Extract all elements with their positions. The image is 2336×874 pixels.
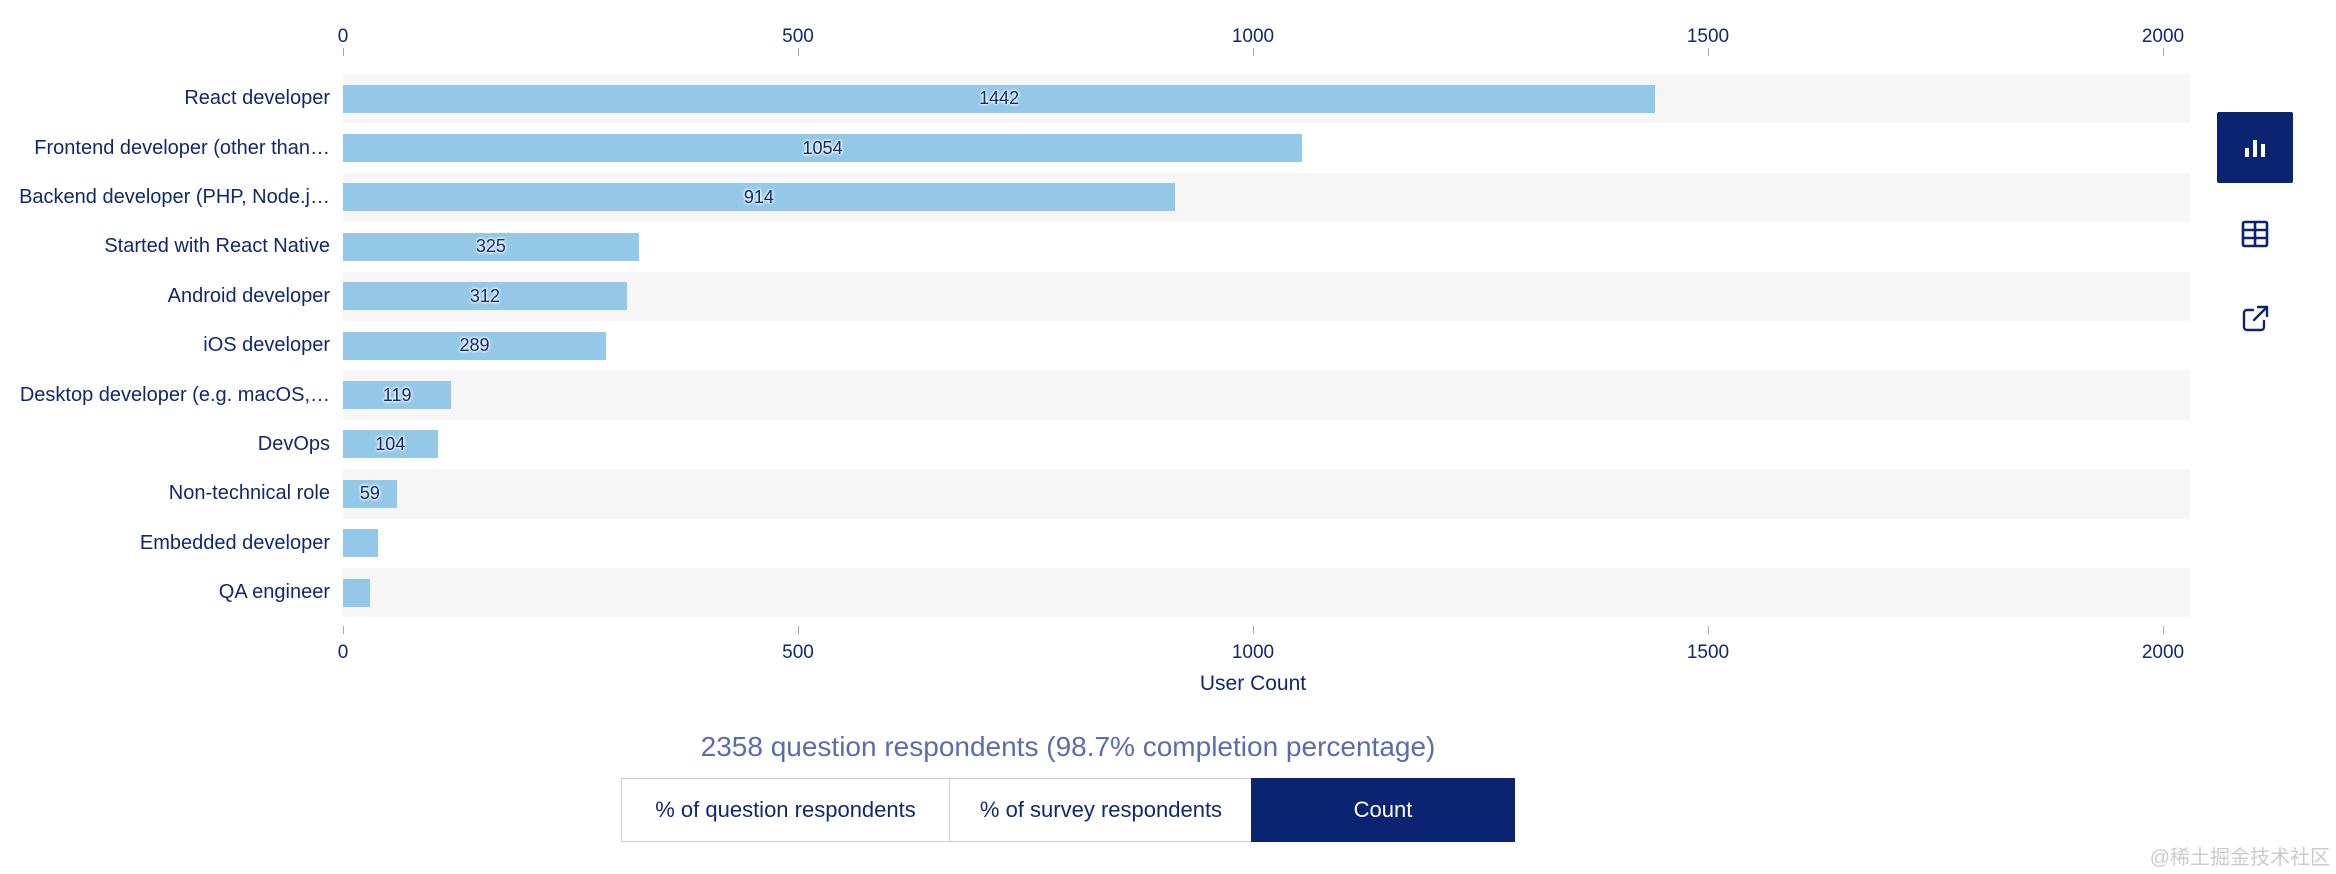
axis-tick-label: 2000 (2141, 26, 2185, 47)
bar-value-label: 104 (375, 433, 406, 454)
category-label: Non-technical role (168, 482, 330, 505)
chart-row: Frontend developer (other than… 1054 (0, 123, 2336, 172)
row-background (343, 321, 2190, 370)
bar[interactable]: 325 (343, 232, 639, 261)
respondents-summary: 2358 question respondents (98.7% complet… (700, 731, 1436, 762)
x-axis-title: User Count (1199, 672, 1307, 695)
bar-value-label: 325 (475, 236, 506, 257)
axis-tick-mark (2163, 626, 2164, 634)
bar[interactable]: 289 (343, 331, 606, 360)
category-label: Frontend developer (other than… (34, 136, 330, 159)
chart-row: Desktop developer (e.g. macOS,… 119 (0, 370, 2336, 420)
axis-tick-label: 2000 (2141, 642, 2185, 663)
axis-tick-mark (798, 626, 799, 634)
axis-tick-label: 1500 (1686, 26, 1730, 47)
axis-tick-mark (1708, 48, 1709, 56)
bar-value-label: 119 (382, 384, 412, 405)
chart-row: Android developer 312 (0, 271, 2336, 321)
category-label: Backend developer (PHP, Node.j… (19, 185, 330, 208)
bar[interactable]: 104 (343, 430, 438, 459)
chart-row: iOS developer 289 (0, 321, 2336, 370)
count-button[interactable]: Count (1251, 778, 1515, 842)
bar-value-label: 59 (359, 483, 380, 504)
axis-tick-label: 500 (782, 642, 814, 663)
category-label: QA engineer (218, 581, 330, 604)
category-label: iOS developer (203, 334, 330, 357)
watermark: @稀土掘金技术社区 (2149, 847, 2330, 869)
category-label: Desktop developer (e.g. macOS,… (19, 383, 330, 406)
axis-tick-mark (343, 626, 344, 634)
chart-view-button[interactable] (2217, 112, 2293, 183)
bar[interactable] (343, 529, 379, 558)
row-background (343, 519, 2190, 568)
percent-question-respondents-button[interactable]: % of question respondents (622, 779, 949, 841)
metric-toggle-group: % of question respondents % of survey re… (621, 778, 1515, 842)
chart-row: QA engineer (0, 568, 2336, 618)
row-background (343, 271, 2190, 321)
axis-tick-mark (1253, 626, 1254, 634)
axis-tick-label: 1500 (1686, 642, 1730, 663)
axis-tick-mark (343, 48, 344, 56)
category-label: Android developer (167, 284, 330, 307)
axis-tick-label: 1000 (1231, 26, 1275, 47)
chart-row: React developer 1442 (0, 74, 2336, 124)
axis-tick-mark (798, 48, 799, 56)
external-link-icon (2240, 304, 2270, 334)
axis-tick-label: 0 (337, 26, 349, 47)
percent-survey-respondents-button[interactable]: % of survey respondents (949, 779, 1252, 841)
chart-row: Started with React Native 325 (0, 222, 2336, 271)
bar[interactable] (343, 578, 371, 607)
category-label: React developer (184, 87, 330, 110)
bar-value-label: 1442 (979, 88, 1020, 109)
bar-value-label: 312 (469, 285, 500, 306)
axis-tick-label: 1000 (1231, 642, 1275, 663)
table-view-button[interactable] (2217, 198, 2293, 269)
chart-row: Embedded developer (0, 519, 2336, 568)
bar[interactable]: 59 (343, 479, 397, 508)
bar[interactable]: 119 (343, 381, 452, 410)
axis-tick-label: 0 (337, 642, 349, 663)
row-background (343, 568, 2190, 618)
bar[interactable]: 1442 (343, 84, 1656, 113)
bar-value-label: 1054 (802, 137, 843, 158)
chart-row: DevOps 104 (0, 420, 2336, 469)
row-background (343, 469, 2190, 519)
axis-tick-mark (1708, 626, 1709, 634)
chart-row: Non-technical role 59 (0, 469, 2336, 519)
category-label: Embedded developer (139, 531, 330, 554)
row-background (343, 370, 2190, 420)
chart-row: Backend developer (PHP, Node.j… 914 (0, 172, 2336, 223)
bar-value-label: 914 (743, 186, 774, 207)
category-label: Started with React Native (104, 235, 330, 258)
table-icon (2241, 220, 2269, 248)
axis-tick-mark (2163, 48, 2164, 56)
axis-tick-mark (1253, 48, 1254, 56)
category-label: DevOps (257, 432, 330, 455)
bar-value-label: 289 (459, 335, 490, 356)
bar[interactable]: 312 (343, 282, 627, 311)
bar-chart-icon (2240, 133, 2270, 163)
bar[interactable]: 1054 (343, 134, 1303, 163)
axis-tick-label: 500 (782, 26, 814, 47)
row-background (343, 420, 2190, 469)
external-link-button[interactable] (2217, 283, 2293, 354)
bar[interactable]: 914 (343, 183, 1175, 212)
